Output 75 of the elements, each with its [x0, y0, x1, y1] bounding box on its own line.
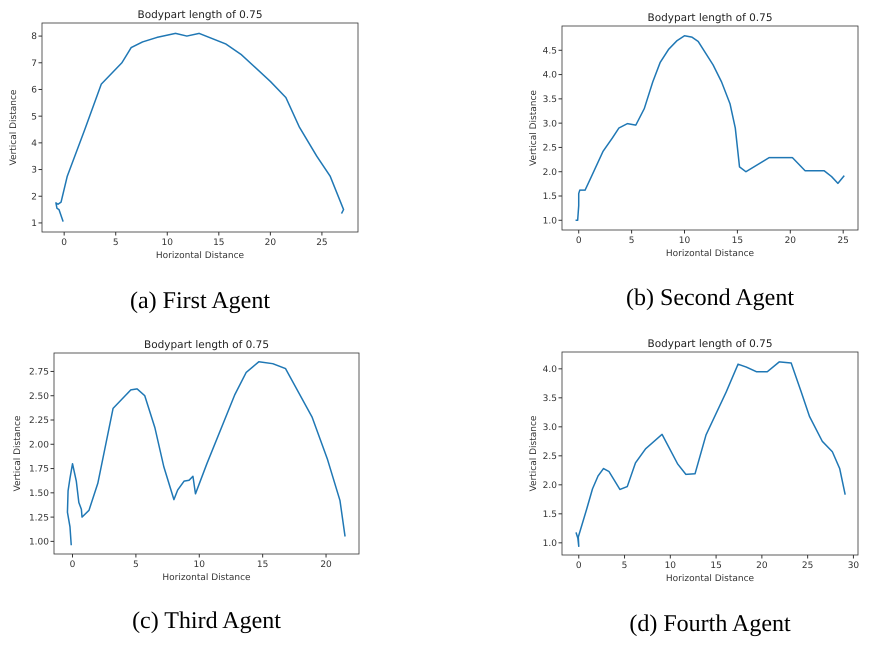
x-tick-label: 0	[576, 236, 582, 246]
x-tick-label: 10	[194, 560, 206, 570]
y-tick-label: 2.25	[28, 416, 49, 426]
y-tick-label: 8	[31, 32, 38, 42]
x-tick-label: 20	[756, 561, 768, 571]
x-tick-label: 5	[112, 238, 119, 248]
y-tick-label: 4.0	[542, 364, 558, 375]
text: (a) First Agent	[130, 288, 270, 314]
y-tick-label: 1.0	[542, 216, 558, 226]
x-tick-label: 0	[70, 560, 76, 570]
y-axis-title: Vertical Distance	[13, 415, 23, 492]
y-tick-label: 1.25	[28, 513, 49, 524]
x-tick-label: 15	[256, 560, 268, 570]
line-series	[55, 32, 344, 222]
x-tick-label: 10	[162, 238, 174, 248]
y-tick-label: 2.00	[28, 440, 50, 450]
y-tick-label: 2.0	[542, 480, 558, 491]
x-tick-label: 20	[320, 560, 332, 570]
y-tick-label: 3.5	[542, 95, 557, 106]
y-tick-label: 4	[31, 139, 38, 149]
line-series	[574, 34, 845, 222]
x-tick-label: 5	[133, 560, 139, 570]
x-tick-label: 15	[710, 561, 722, 571]
y-tick-label: 1.00	[28, 538, 50, 548]
y-tick-label: 2.0	[542, 168, 558, 178]
x-axis-title: Horizontal Distance	[666, 249, 755, 259]
x-tick-label: 10	[678, 236, 691, 246]
chart-title: Bodypart length of 0.75	[144, 339, 270, 351]
x-tick-label: 0	[576, 561, 582, 571]
text: (c) Third Agent	[132, 608, 282, 634]
x-tick-label: 20	[264, 238, 276, 248]
y-axis-title: Vertical Distance	[529, 90, 539, 166]
x-tick-label: 20	[784, 236, 796, 246]
y-tick-label: 3.5	[542, 394, 557, 404]
y-tick-label: 3.0	[542, 422, 558, 433]
y-tick-label: 1.5	[542, 192, 557, 202]
x-tick-label: 5	[622, 561, 628, 571]
line-series	[575, 361, 846, 548]
x-tick-label: 0	[61, 238, 68, 248]
y-tick-label: 2.5	[542, 452, 557, 462]
y-tick-label: 1.75	[28, 464, 49, 475]
y-tick-label: 1.0	[542, 538, 558, 549]
x-tick-label: 25	[316, 238, 328, 248]
line-series	[66, 360, 346, 546]
x-tick-label: 15	[732, 236, 744, 246]
chart-title: Bodypart length of 0.75	[137, 9, 263, 21]
y-tick-label: 7	[31, 58, 37, 69]
y-tick-label: 2.75	[28, 368, 49, 378]
y-tick-label: 6	[31, 86, 38, 96]
y-tick-label: 2	[31, 192, 37, 202]
y-tick-label: 2.5	[542, 144, 557, 154]
x-tick-label: 25	[802, 561, 814, 571]
x-axis-title: Horizontal Distance	[666, 574, 755, 584]
y-tick-label: 2.50	[28, 392, 50, 402]
y-axis-title: Vertical Distance	[529, 415, 539, 492]
y-tick-label: 5	[31, 112, 37, 122]
x-tick-label: 15	[213, 238, 225, 248]
x-axis-title: Horizontal Distance	[162, 573, 252, 583]
text: (d) Fourth Agent	[629, 611, 791, 637]
y-tick-label: 3.0	[542, 119, 558, 130]
chart-title: Bodypart length of 0.75	[647, 338, 773, 350]
x-axis-title: Horizontal Distance	[156, 251, 245, 261]
x-tick-label: 25	[837, 236, 849, 246]
y-tick-label: 4.5	[542, 46, 557, 56]
y-axis-title: Vertical Distance	[9, 89, 19, 166]
chart-title: Bodypart length of 0.75	[647, 12, 773, 24]
x-tick-label: 10	[664, 561, 676, 571]
text: (b) Second Agent	[626, 285, 794, 311]
y-tick-label: 1.50	[28, 488, 50, 499]
y-tick-label: 4.0	[542, 70, 558, 81]
x-tick-label: 5	[628, 236, 634, 246]
y-tick-label: 3	[31, 166, 37, 176]
y-tick-label: 1.5	[542, 510, 557, 520]
y-tick-label: 1	[31, 219, 37, 230]
x-tick-label: 30	[848, 561, 860, 571]
